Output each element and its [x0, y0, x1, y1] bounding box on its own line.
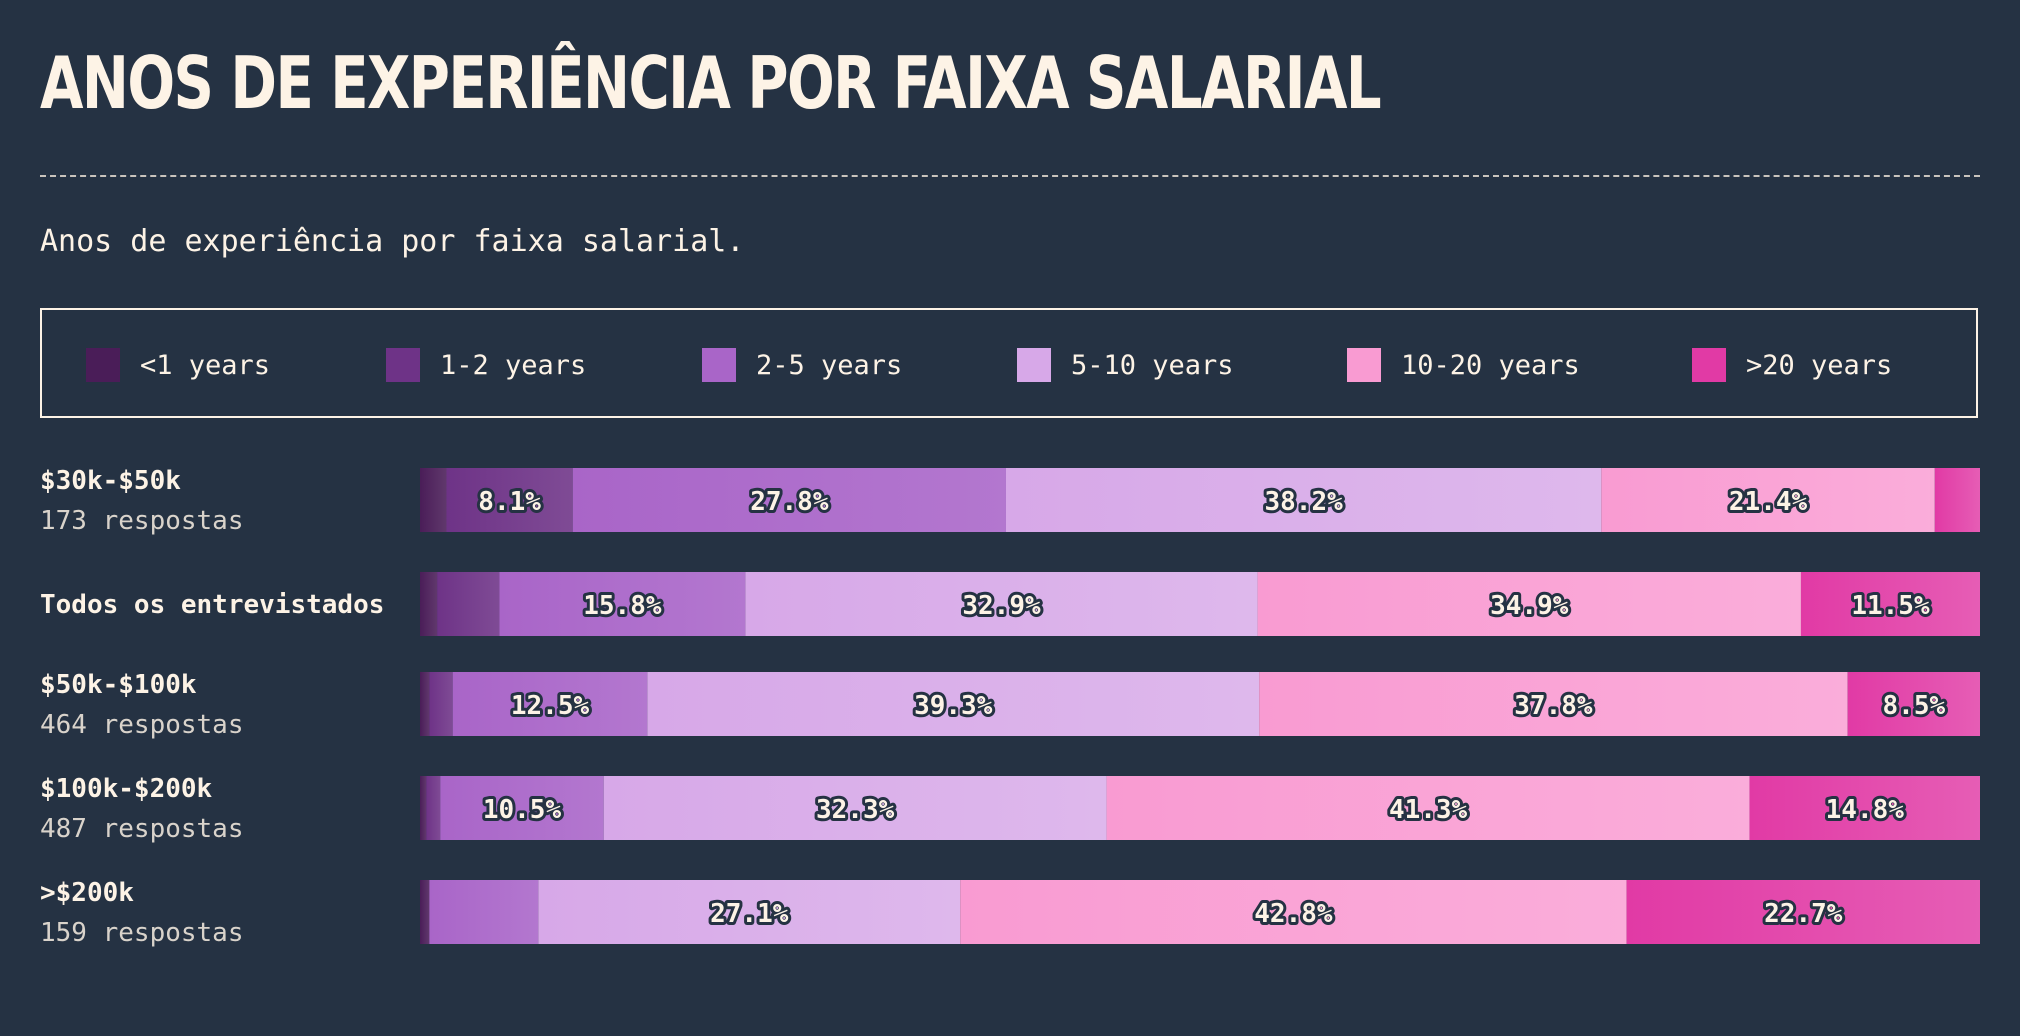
- bar-segment-1-2: [429, 672, 453, 736]
- data-label: 8.5%: [1883, 691, 1946, 721]
- legend-swatch: [702, 348, 736, 382]
- bar-segment-lt1: [420, 572, 438, 636]
- bar-segment-5-10: [1005, 468, 1602, 532]
- bar-segment-lt1: [420, 672, 430, 736]
- row-title: $30k-$50k: [40, 466, 181, 496]
- data-label: 22.7%: [1764, 899, 1843, 929]
- row-title: Todos os entrevistados: [40, 590, 385, 620]
- data-label: 41.3%: [1389, 795, 1468, 825]
- chart-legend: <1 years 1-2 years 2-5 years 5-10 years …: [40, 308, 1978, 418]
- bar-segment-gt20: [1934, 468, 1980, 532]
- bar-segment-1-2: [426, 776, 441, 840]
- legend-item: 1-2 years: [386, 348, 586, 382]
- data-label: 34.9%: [1490, 591, 1569, 621]
- bar-segment-10-20: [1601, 468, 1935, 532]
- data-label: 12.5%: [511, 691, 590, 721]
- legend-label: >20 years: [1746, 349, 1893, 381]
- data-label: 10.5%: [483, 795, 562, 825]
- row-label: Todos os entrevistados: [40, 585, 384, 625]
- legend-item: 5-10 years: [1017, 348, 1234, 382]
- bar-segment-10-20: [1259, 672, 1848, 736]
- legend-label: 2-5 years: [756, 349, 903, 381]
- bar-segment-2-5: [440, 776, 604, 840]
- data-label: 15.8%: [583, 591, 662, 621]
- row-response-count: 173 respostas: [40, 506, 244, 536]
- data-label: 32.9%: [962, 591, 1041, 621]
- bar-segment-2-5: [499, 572, 746, 636]
- bar-segment-gt20: [1626, 880, 1980, 944]
- legend-swatch: [1692, 348, 1726, 382]
- bar-segment-gt20: [1800, 572, 1980, 636]
- bar-segment-lt1: [420, 880, 430, 944]
- bar-segment-1-2: [437, 572, 500, 636]
- bar-segment-2-5: [452, 672, 648, 736]
- data-label: 38.2%: [1264, 487, 1343, 517]
- data-label: 32.3%: [816, 795, 895, 825]
- row-response-count: 464 respostas: [40, 710, 244, 740]
- legend-swatch: [386, 348, 420, 382]
- legend-item: >20 years: [1692, 348, 1892, 382]
- bar-segment-2-5: [572, 468, 1006, 532]
- row-label: >$200k 159 respostas: [40, 873, 244, 953]
- legend-item: <1 years: [86, 348, 270, 382]
- bar-segment-lt1: [420, 468, 447, 532]
- data-label: 21.4%: [1729, 487, 1808, 517]
- data-label: 14.8%: [1826, 795, 1905, 825]
- bar-segment-10-20: [960, 880, 1627, 944]
- row-response-count: 487 respostas: [40, 814, 244, 844]
- bar-segment-10-20: [1257, 572, 1801, 636]
- row-response-count: 159 respostas: [40, 918, 244, 948]
- legend-item: 10-20 years: [1347, 348, 1580, 382]
- row-title: $50k-$100k: [40, 670, 197, 700]
- row-label: $100k-$200k 487 respostas: [40, 769, 244, 849]
- bar-segment-10-20: [1106, 776, 1750, 840]
- page-title: ANOS DE EXPERIÊNCIA POR FAIXA SALARIAL: [40, 41, 1382, 125]
- legend-label: 1-2 years: [440, 349, 587, 381]
- legend-swatch: [1347, 348, 1381, 382]
- legend-label: <1 years: [140, 349, 271, 381]
- row-title: >$200k: [40, 878, 134, 908]
- legend-item: 2-5 years: [702, 348, 902, 382]
- bar-segment-gt20: [1847, 672, 1980, 736]
- data-label: 8.1%: [478, 487, 541, 517]
- bar-segment-2-5: [429, 880, 539, 944]
- bar-segment-5-10: [603, 776, 1107, 840]
- bar-segment-5-10: [647, 672, 1260, 736]
- data-label: 39.3%: [914, 691, 993, 721]
- divider: [40, 175, 1980, 177]
- data-label: 27.1%: [710, 899, 789, 929]
- legend-swatch: [1017, 348, 1051, 382]
- data-label: 42.8%: [1254, 899, 1333, 929]
- legend-label: 10-20 years: [1401, 349, 1580, 381]
- bar-segment-5-10: [538, 880, 961, 944]
- bar-segment-gt20: [1749, 776, 1980, 840]
- legend-swatch: [86, 348, 120, 382]
- row-title: $100k-$200k: [40, 774, 213, 804]
- bar-segment-1-2: [446, 468, 573, 532]
- legend-label: 5-10 years: [1071, 349, 1234, 381]
- bar-segment-5-10: [745, 572, 1258, 636]
- row-label: $50k-$100k 464 respostas: [40, 665, 244, 745]
- data-label: 27.8%: [750, 487, 829, 517]
- bar-segment-lt1: [420, 776, 427, 840]
- row-label: $30k-$50k 173 respostas: [40, 461, 244, 541]
- data-label: 37.8%: [1514, 691, 1593, 721]
- chart-subtitle: Anos de experiência por faixa salarial.: [40, 224, 745, 259]
- data-label: 11.5%: [1851, 591, 1930, 621]
